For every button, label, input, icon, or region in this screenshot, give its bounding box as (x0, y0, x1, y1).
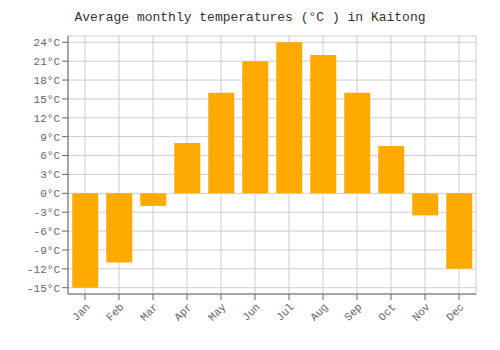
svg-text:-6°C: -6°C (34, 226, 61, 238)
svg-text:Aug: Aug (308, 301, 330, 323)
svg-text:-12°C: -12°C (27, 264, 60, 276)
svg-text:3°C: 3°C (40, 169, 60, 181)
svg-text:Oct: Oct (376, 301, 398, 323)
svg-text:24°C: 24°C (34, 37, 61, 49)
svg-text:May: May (206, 301, 229, 324)
svg-text:0°C: 0°C (40, 188, 60, 200)
svg-text:Jun: Jun (240, 301, 262, 323)
svg-text:Jul: Jul (274, 301, 296, 323)
svg-text:Dec: Dec (444, 301, 466, 323)
svg-text:Feb: Feb (104, 301, 126, 323)
svg-text:15°C: 15°C (34, 94, 61, 106)
svg-text:Mar: Mar (138, 301, 160, 323)
html-text:Average monthly temperatures (: Average monthly temperatures (°C ) in Ka… (74, 10, 426, 25)
svg-text:Sep: Sep (342, 301, 364, 323)
svg-text:-15°C: -15°C (27, 283, 60, 295)
svg-text:21°C: 21°C (34, 56, 61, 68)
svg-text:-9°C: -9°C (34, 245, 61, 257)
svg-text:-3°C: -3°C (34, 207, 61, 219)
svg-text:Jan: Jan (70, 301, 92, 323)
svg-text:9°C: 9°C (40, 132, 60, 144)
svg-text:12°C: 12°C (34, 113, 61, 125)
svg-text:Apr: Apr (172, 301, 194, 323)
svg-text:18°C: 18°C (34, 75, 61, 87)
svg-text:Nov: Nov (410, 301, 433, 324)
svg-text:6°C: 6°C (40, 150, 60, 162)
